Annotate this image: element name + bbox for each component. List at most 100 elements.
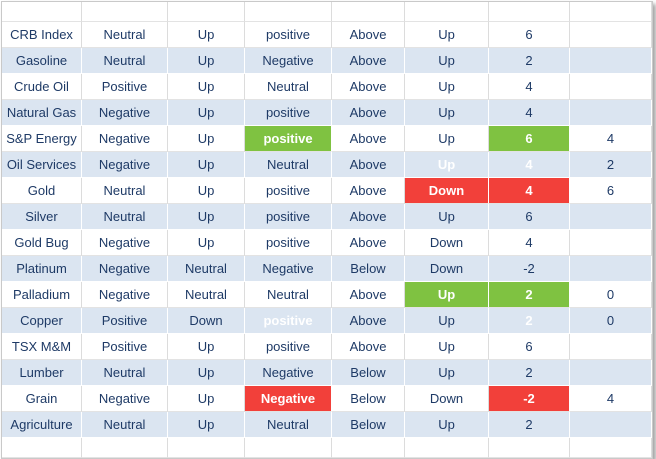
data-cell: Above <box>332 230 405 256</box>
data-cell: Negative <box>82 256 168 282</box>
data-cell: Neutral <box>82 48 168 74</box>
data-cell: Above <box>332 334 405 360</box>
data-cell: Up <box>168 48 245 74</box>
empty-cell <box>2 2 82 22</box>
row-label-cell: Oil Services <box>2 152 82 178</box>
data-cell: Above <box>332 282 405 308</box>
table-row: Gold Neutral Up positive Above Down 4 6 <box>2 178 652 204</box>
data-cell: Neutral <box>82 360 168 386</box>
data-cell <box>570 48 652 74</box>
data-cell: Negative <box>82 126 168 152</box>
table-row: Gold Bug Negative Up positive Above Down 4 <box>2 230 652 256</box>
data-cell: Up <box>405 126 489 152</box>
data-cell: Up <box>405 74 489 100</box>
row-label-cell: TSX M&M <box>2 334 82 360</box>
data-cell <box>570 230 652 256</box>
data-cell: Positive <box>82 334 168 360</box>
data-cell: Up <box>405 22 489 48</box>
data-cell: 0 <box>570 308 652 334</box>
table-row: Palladium Negative Neutral Neutral Above Up 2 0 <box>2 282 652 308</box>
data-cell: Neutral <box>245 74 332 100</box>
data-cell: Negative <box>82 152 168 178</box>
data-cell: Negative <box>245 386 332 412</box>
data-cell: -2 <box>489 256 570 282</box>
table-row: TSX M&M Positive Up positive Above Up 6 <box>2 334 652 360</box>
data-cell: Neutral <box>82 204 168 230</box>
data-cell: Up <box>405 282 489 308</box>
data-cell: Above <box>332 100 405 126</box>
empty-cell <box>2 438 82 458</box>
data-cell: positive <box>245 230 332 256</box>
data-cell: Down <box>405 256 489 282</box>
data-cell: Up <box>405 152 489 178</box>
data-cell: positive <box>245 126 332 152</box>
data-cell: Up <box>405 412 489 438</box>
data-cell: 4 <box>489 230 570 256</box>
row-label-cell: Palladium <box>2 282 82 308</box>
data-cell: Up <box>168 22 245 48</box>
table-row: Oil Services Negative Up Neutral Above Up 4 2 <box>2 152 652 178</box>
data-cell: 4 <box>489 100 570 126</box>
empty-cell <box>82 2 168 22</box>
table-row: Copper Positive Down positive Above Up 2 0 <box>2 308 652 334</box>
data-cell: Up <box>405 100 489 126</box>
table-row: Grain Negative Up Negative Below Down -2 4 <box>2 386 652 412</box>
data-cell <box>570 204 652 230</box>
data-cell <box>570 256 652 282</box>
data-cell <box>570 100 652 126</box>
data-cell: Up <box>405 204 489 230</box>
data-cell <box>570 74 652 100</box>
data-cell: Up <box>168 230 245 256</box>
data-cell: Down <box>405 178 489 204</box>
empty-cell <box>82 438 168 458</box>
data-cell: Negative <box>82 100 168 126</box>
data-cell: positive <box>245 178 332 204</box>
row-label-cell: Gold Bug <box>2 230 82 256</box>
data-cell: 2 <box>489 360 570 386</box>
empty-cell <box>405 2 489 22</box>
data-cell: positive <box>245 308 332 334</box>
table-row: Gasoline Neutral Up Negative Above Up 2 <box>2 48 652 74</box>
data-cell <box>570 22 652 48</box>
data-cell <box>570 334 652 360</box>
data-cell: Up <box>168 126 245 152</box>
row-label-cell: Copper <box>2 308 82 334</box>
data-cell: Below <box>332 386 405 412</box>
data-cell: Up <box>168 334 245 360</box>
data-cell: Above <box>332 126 405 152</box>
data-cell: positive <box>245 22 332 48</box>
data-cell <box>570 360 652 386</box>
empty-cell <box>332 438 405 458</box>
row-label-cell: Silver <box>2 204 82 230</box>
data-cell: Up <box>168 412 245 438</box>
empty-cell <box>332 2 405 22</box>
data-cell: 2 <box>489 412 570 438</box>
data-cell: Positive <box>82 74 168 100</box>
data-cell: Up <box>168 386 245 412</box>
data-cell: Negative <box>82 230 168 256</box>
empty-cell <box>245 2 332 22</box>
data-cell: Up <box>168 100 245 126</box>
table-row: Silver Neutral Up positive Above Up 6 <box>2 204 652 230</box>
data-cell: 2 <box>489 48 570 74</box>
data-cell: 6 <box>570 178 652 204</box>
data-cell: Neutral <box>245 152 332 178</box>
empty-cell <box>245 438 332 458</box>
data-cell: Up <box>168 360 245 386</box>
data-cell: -2 <box>489 386 570 412</box>
row-label-cell: Lumber <box>2 360 82 386</box>
data-cell: Negative <box>82 282 168 308</box>
data-cell: Up <box>405 48 489 74</box>
data-cell: positive <box>245 100 332 126</box>
row-label-cell: Gold <box>2 178 82 204</box>
empty-cell <box>489 2 570 22</box>
empty-cell <box>570 438 652 458</box>
data-cell: Neutral <box>82 412 168 438</box>
data-cell <box>570 412 652 438</box>
table-row: Crude Oil Positive Up Neutral Above Up 4 <box>2 74 652 100</box>
data-cell: Up <box>168 178 245 204</box>
data-cell: Neutral <box>245 282 332 308</box>
data-cell: Neutral <box>82 22 168 48</box>
